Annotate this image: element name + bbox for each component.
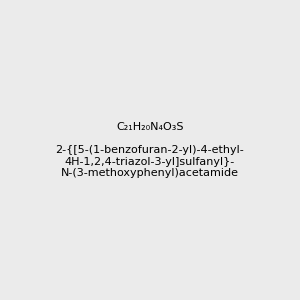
Text: C₂₁H₂₀N₄O₃S

2-{[5-(1-benzofuran-2-yl)-4-ethyl-
4H-1,2,4-triazol-3-yl]sulfanyl}-: C₂₁H₂₀N₄O₃S 2-{[5-(1-benzofuran-2-yl)-4-… (56, 122, 244, 178)
